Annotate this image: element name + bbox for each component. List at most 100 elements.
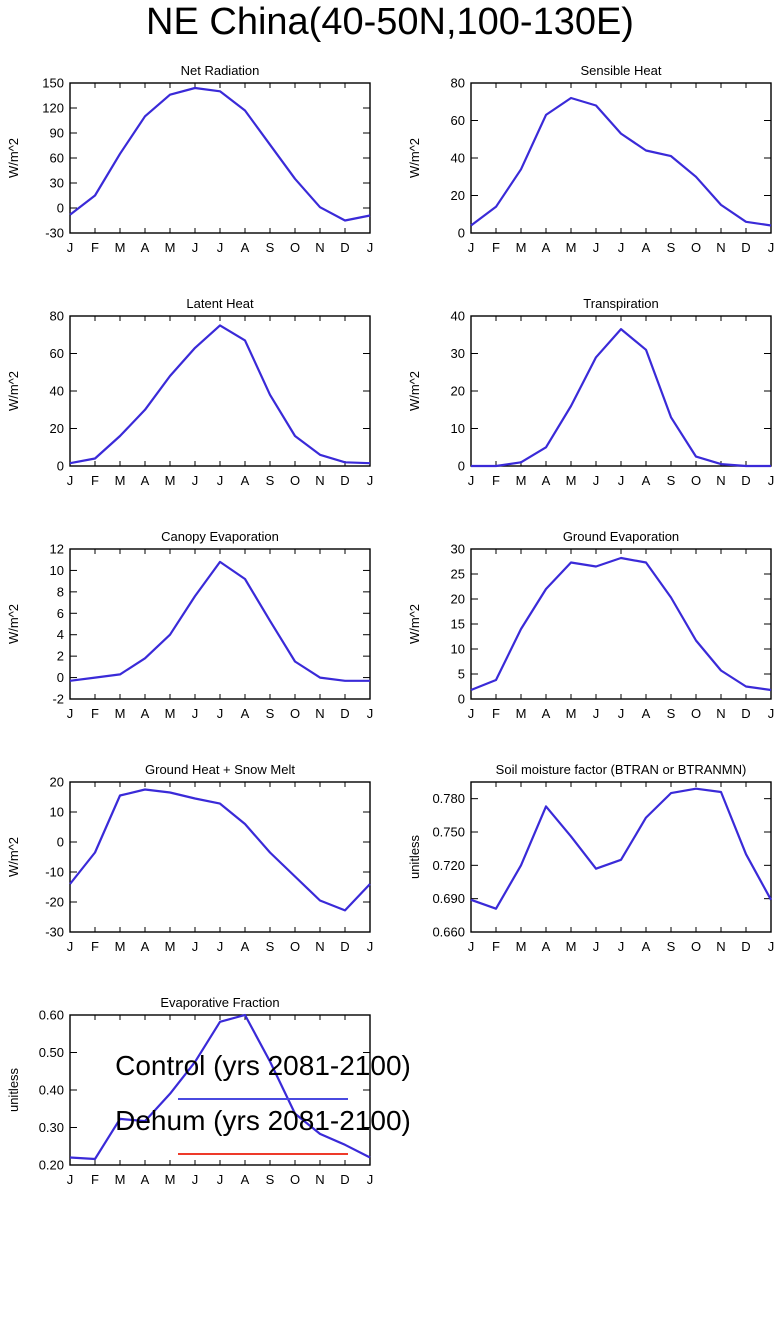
x-tick-label: F — [492, 473, 500, 488]
x-tick-label: J — [217, 939, 224, 954]
x-tick-label: A — [542, 473, 551, 488]
x-tick-label: J — [593, 240, 600, 255]
x-tick-label: S — [667, 939, 676, 954]
panel-title: Canopy Evaporation — [161, 529, 279, 544]
y-tick-label: 80 — [50, 309, 64, 324]
plot-frame — [69, 548, 371, 700]
x-tick-label: O — [691, 240, 701, 255]
y-tick-label: 0 — [57, 670, 64, 685]
x-tick-label: J — [618, 706, 625, 721]
x-tick-label: J — [192, 240, 199, 255]
x-tick-label: D — [340, 706, 349, 721]
x-tick-label: J — [468, 473, 475, 488]
x-tick-label: A — [141, 1172, 150, 1187]
y-tick-label: -30 — [45, 925, 64, 940]
x-tick-label: S — [266, 1172, 275, 1187]
y-axis-label: W/m^2 — [407, 604, 422, 644]
x-tick-label: S — [266, 473, 275, 488]
y-axis-label: W/m^2 — [6, 138, 21, 178]
x-tick-label: J — [367, 939, 374, 954]
y-tick-label: 30 — [451, 346, 465, 361]
x-tick-label: D — [340, 473, 349, 488]
panel-title: Transpiration — [583, 296, 658, 311]
x-tick-label: A — [542, 706, 551, 721]
x-tick-label: N — [315, 473, 324, 488]
x-tick-label: F — [492, 240, 500, 255]
y-tick-label: 40 — [50, 384, 64, 399]
y-tick-label: 20 — [451, 188, 465, 203]
y-tick-label: -2 — [52, 692, 64, 707]
x-tick-label: J — [367, 706, 374, 721]
x-tick-label: J — [367, 240, 374, 255]
y-tick-label: 0 — [458, 226, 465, 241]
y-tick-label: 0 — [458, 692, 465, 707]
x-tick-label: O — [290, 1172, 300, 1187]
y-tick-label: 80 — [451, 76, 465, 91]
x-tick-label: J — [618, 939, 625, 954]
x-tick-label: N — [716, 939, 725, 954]
x-tick-label: F — [91, 939, 99, 954]
panel-title: Ground Evaporation — [563, 529, 679, 544]
x-tick-label: J — [67, 473, 74, 488]
x-tick-label: D — [340, 240, 349, 255]
x-tick-label: J — [593, 939, 600, 954]
y-axis-label: W/m^2 — [6, 371, 21, 411]
x-tick-label: M — [566, 240, 577, 255]
plot-frame — [470, 315, 772, 467]
series-line — [69, 788, 371, 912]
y-tick-label: 20 — [50, 775, 64, 790]
legend-label-control: Control (yrs 2081-2100) — [115, 1050, 411, 1081]
x-tick-label: M — [165, 1172, 176, 1187]
x-tick-label: J — [468, 939, 475, 954]
x-tick-label: A — [642, 706, 651, 721]
y-tick-label: 40 — [451, 151, 465, 166]
x-tick-label: D — [340, 939, 349, 954]
y-tick-label: 0.720 — [432, 858, 465, 873]
y-axis-label: W/m^2 — [407, 138, 422, 178]
x-tick-label: J — [217, 240, 224, 255]
x-tick-label: J — [192, 1172, 199, 1187]
x-tick-label: J — [593, 706, 600, 721]
series-line — [471, 328, 771, 468]
x-tick-label: A — [542, 240, 551, 255]
y-tick-label: 90 — [50, 126, 64, 141]
x-tick-label: J — [768, 939, 775, 954]
x-tick-label: N — [315, 1172, 324, 1187]
series-line — [69, 560, 370, 682]
x-tick-label: J — [67, 939, 74, 954]
panel-title: Ground Heat + Snow Melt — [145, 762, 295, 777]
y-tick-label: 0.60 — [39, 1008, 64, 1023]
x-tick-label: M — [165, 473, 176, 488]
x-tick-label: M — [566, 706, 577, 721]
y-tick-label: 2 — [57, 649, 64, 664]
y-tick-label: 15 — [451, 617, 465, 632]
x-tick-label: N — [315, 939, 324, 954]
x-tick-label: A — [141, 706, 150, 721]
y-tick-label: 60 — [50, 151, 64, 166]
x-tick-label: J — [618, 473, 625, 488]
x-tick-label: F — [91, 706, 99, 721]
x-tick-label: J — [67, 1172, 74, 1187]
series-line — [470, 96, 772, 227]
x-tick-label: N — [716, 473, 725, 488]
x-tick-label: J — [192, 939, 199, 954]
y-tick-label: -10 — [45, 865, 64, 880]
y-axis-label: unitless — [407, 834, 422, 879]
y-tick-label: 0.750 — [432, 825, 465, 840]
legend-label-dehum: Dehum (yrs 2081-2100) — [115, 1105, 411, 1136]
x-tick-label: M — [516, 939, 527, 954]
series-line — [69, 324, 371, 465]
x-tick-label: A — [642, 473, 651, 488]
x-tick-label: J — [217, 706, 224, 721]
x-tick-label: D — [741, 240, 750, 255]
x-tick-label: S — [266, 939, 275, 954]
chart-panel-8: Soil moisture factor (BTRAN or BTRANMN) u… — [407, 762, 774, 954]
x-tick-label: J — [768, 706, 775, 721]
y-tick-label: -30 — [45, 226, 64, 241]
x-tick-label: M — [165, 939, 176, 954]
